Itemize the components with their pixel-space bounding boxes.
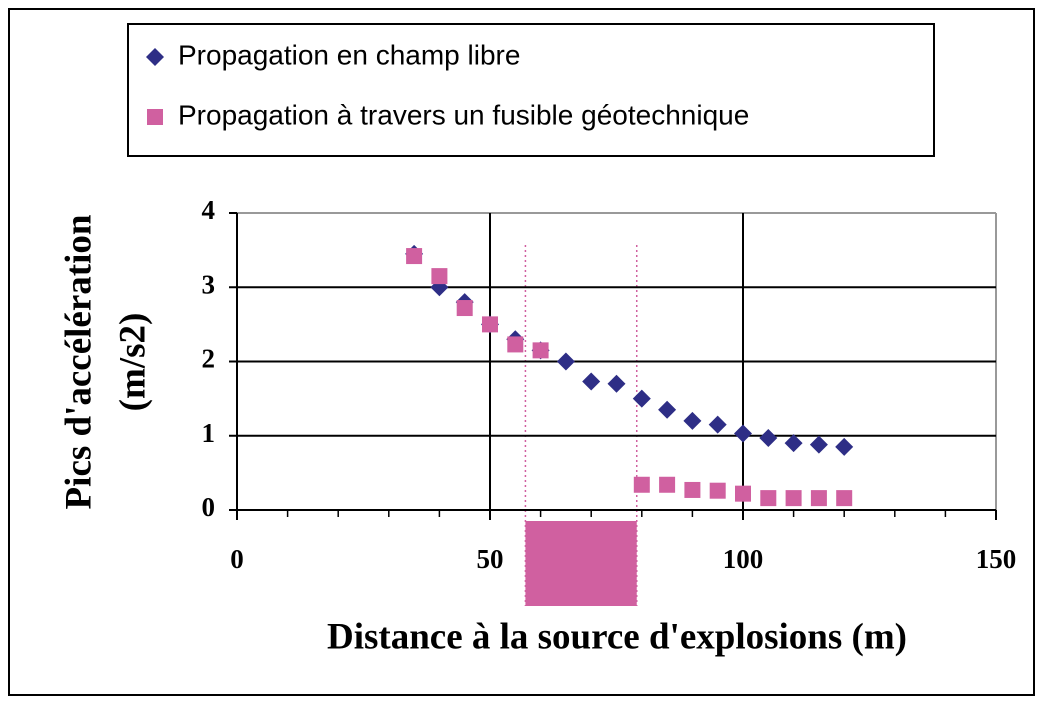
y-tick-label: 3 — [202, 269, 216, 299]
point — [582, 372, 601, 391]
point — [633, 476, 650, 493]
point — [632, 389, 651, 408]
point — [760, 490, 777, 507]
point — [735, 485, 751, 502]
point — [431, 268, 448, 285]
x-axis-title: Distance à la source d'explosions (m) — [327, 616, 907, 657]
y-tick-label: 2 — [202, 344, 216, 374]
legend-box — [127, 23, 935, 157]
point — [708, 415, 727, 434]
point — [759, 428, 778, 447]
point — [532, 342, 549, 359]
y-tick-label: 1 — [202, 418, 216, 448]
y-axis-title: Pics d'accélération (m/s2) — [58, 214, 153, 509]
point — [810, 490, 827, 507]
point — [482, 316, 498, 333]
point — [809, 435, 828, 454]
point — [835, 437, 854, 456]
point — [785, 490, 802, 507]
point — [406, 248, 423, 265]
point — [658, 400, 677, 419]
point — [607, 374, 626, 393]
zone-block — [525, 521, 637, 606]
point — [784, 434, 803, 453]
y-tick-label: 4 — [202, 195, 216, 225]
x-tick-label: 100 — [723, 544, 764, 574]
y-axis-title-line: Pics d'accélération — [58, 214, 99, 509]
y-axis-title-line: (m/s2) — [112, 313, 153, 412]
point — [684, 481, 701, 498]
point — [683, 411, 702, 430]
point — [836, 490, 853, 507]
point — [146, 48, 164, 66]
x-tick-label: 150 — [976, 544, 1017, 574]
legend-label: Propagation à travers un fusible géotech… — [178, 99, 749, 130]
legend-label: Propagation en champ libre — [178, 39, 520, 70]
x-tick-label: 0 — [230, 544, 244, 574]
point — [456, 300, 473, 317]
y-tick-label: 0 — [202, 492, 216, 522]
point — [659, 476, 676, 493]
chart-frame — [8, 8, 1035, 696]
point — [507, 336, 524, 353]
point — [556, 352, 575, 371]
x-tick-label: 50 — [477, 544, 504, 574]
point — [709, 482, 726, 499]
point — [147, 109, 163, 125]
point — [734, 424, 752, 443]
